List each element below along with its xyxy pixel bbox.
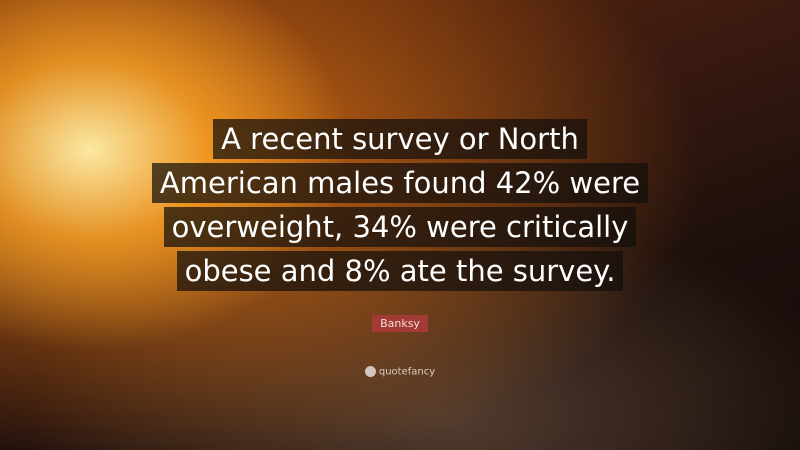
quotefancy-logo-icon	[364, 366, 376, 377]
quote-line: A recent survey or North	[213, 119, 587, 159]
quote-text: A recent survey or North American males …	[0, 119, 800, 295]
author-badge: Banksy	[0, 312, 800, 332]
quote-line: overweight, 34% were critically	[163, 207, 637, 247]
author-name: Banksy	[372, 315, 428, 332]
quote-line: obese and 8% ate the survey.	[176, 251, 624, 291]
brand-logo: quotefancy	[0, 366, 800, 378]
brand-name: quotefancy	[378, 366, 436, 378]
quote-line: American males found 42% were	[151, 163, 649, 203]
